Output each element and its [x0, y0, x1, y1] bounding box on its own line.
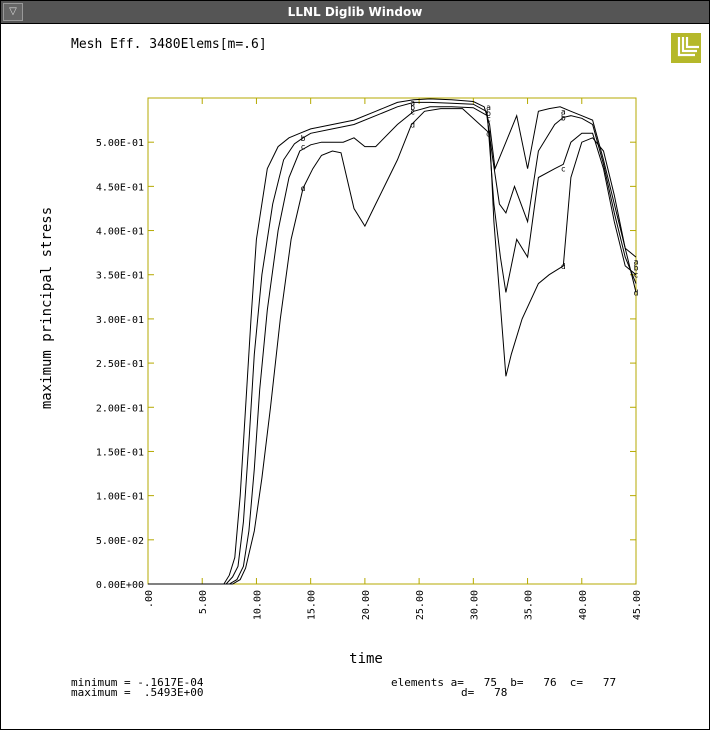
series-line-c — [148, 106, 637, 585]
series-marker-c: c — [561, 165, 566, 174]
series-marker-a: a — [486, 103, 491, 112]
minimum-value: -.1617E-04 — [137, 676, 204, 689]
y-tick-label: 0.00E+00 — [96, 580, 144, 591]
y-tick-label: 3.00E-01 — [96, 315, 144, 326]
window-menu-button[interactable]: ▽ — [3, 3, 23, 21]
series-marker-b: b — [561, 113, 566, 122]
plot-title: Mesh Eff. 3480Elems[m=.6] — [71, 37, 267, 52]
series-marker-b: b — [486, 109, 491, 118]
series-marker-d: d — [301, 184, 306, 193]
y-tick-label: 5.00E-01 — [96, 138, 144, 149]
series-marker-d: d — [634, 288, 639, 297]
plot-frame — [147, 97, 637, 585]
y-tick-label: 4.50E-01 — [96, 182, 144, 193]
minimum-label: minimum = — [71, 676, 131, 689]
y-tick-label: 1.50E-01 — [96, 447, 144, 458]
x-axis-label: time — [349, 651, 383, 667]
triangle-down-icon: ▽ — [9, 6, 17, 17]
chart-svg: 0.00E+00 5.00E-02 1.00E-01 1.50E-01 2.00E-01… — [39, 97, 643, 667]
footer-maximum: maximum = .5493E+00 — [71, 686, 203, 699]
x-tick-label: 25.00 — [415, 590, 426, 620]
series-marker-d: d — [561, 262, 566, 271]
series-marker-c: c — [410, 107, 415, 116]
x-tick-label: 20.00 — [361, 590, 372, 620]
series-line-b — [148, 101, 637, 585]
x-tick-label: 30.00 — [469, 590, 480, 620]
x-tick-label: 5.00 — [198, 590, 209, 614]
series-line-a — [148, 98, 637, 585]
y-tick-label: 4.00E-01 — [96, 227, 144, 238]
x-tick-label: 45.00 — [632, 590, 643, 620]
series-marker-b: b — [634, 264, 639, 273]
series-marker-c: c — [486, 114, 491, 123]
x-tick-label: 40.00 — [578, 590, 589, 620]
footer-minimum: minimum = -.1617E-04 — [71, 676, 203, 689]
series-marker-d: d — [410, 121, 415, 130]
x-tick-label: 35.00 — [524, 590, 535, 620]
y-tick-label: 1.00E-01 — [96, 492, 144, 503]
footer-elements-line1: elements a= 75 b= 76 c= 77 — [391, 676, 617, 689]
window-title: LLNL Diglib Window — [287, 5, 423, 19]
series-marker-a: a — [561, 107, 566, 116]
y-tick-label: 5.00E-02 — [96, 536, 144, 547]
y-tick-label: 2.00E-01 — [96, 403, 144, 414]
llnl-logo-mark — [671, 33, 701, 63]
x-tick-label: 10.00 — [252, 590, 263, 620]
series-marker-a: a — [410, 98, 415, 107]
llnl-logo — [671, 33, 701, 63]
series-marker-c: c — [301, 143, 306, 152]
series-marker-b: b — [410, 103, 415, 112]
series-line-d — [148, 108, 637, 585]
title-bar[interactable]: LLNL Diglib Window ▽ — [1, 1, 709, 24]
series-marker-c: c — [634, 271, 639, 280]
x-tick-label: .00 — [144, 590, 155, 608]
x-tick-label: 15.00 — [307, 590, 318, 620]
y-axis-label: maximum principal stress — [39, 207, 55, 409]
series-marker-d: d — [486, 129, 491, 138]
series-marker-b: b — [301, 134, 306, 143]
maximum-label: maximum = — [71, 686, 131, 699]
series-marker-a: a — [634, 257, 639, 266]
footer-elements-line2: d= 78 — [461, 686, 508, 699]
maximum-value: .5493E+00 — [143, 686, 204, 699]
y-tick-label: 3.50E-01 — [96, 271, 144, 282]
y-tick-label: 2.50E-01 — [96, 359, 144, 370]
